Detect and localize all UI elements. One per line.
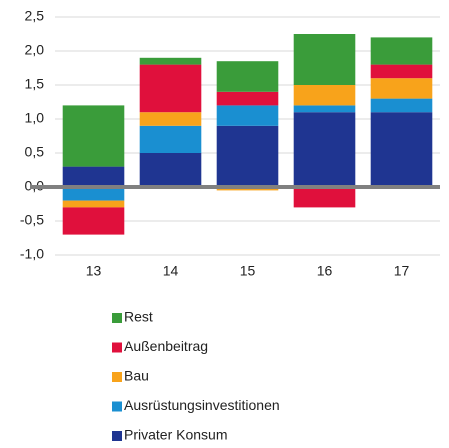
bar-segment bbox=[62, 105, 125, 167]
bar-segment bbox=[216, 105, 279, 126]
bar-segment bbox=[62, 207, 125, 235]
x-tick-label: 14 bbox=[163, 263, 179, 279]
bar-segment bbox=[293, 85, 356, 106]
bar-segment bbox=[370, 98, 433, 113]
legend-swatch bbox=[112, 342, 122, 353]
bar-segment bbox=[139, 64, 202, 113]
legend-label: Ausrüstungsinvestitionen bbox=[124, 397, 280, 413]
y-tick-label: -1,0 bbox=[20, 246, 44, 262]
legend-swatch bbox=[112, 372, 122, 382]
x-tick-label: 17 bbox=[394, 263, 410, 279]
y-tick-label: 1,5 bbox=[25, 76, 45, 92]
x-tick-label: 15 bbox=[240, 263, 256, 279]
legend-label: Privater Konsum bbox=[124, 427, 227, 443]
y-tick-label: 2,0 bbox=[25, 42, 45, 58]
x-tick-label: 13 bbox=[86, 263, 102, 279]
legend-label: Außenbeitrag bbox=[124, 338, 208, 354]
bar-segment bbox=[293, 112, 356, 187]
y-tick-label: 2,5 bbox=[25, 8, 45, 24]
y-tick-label: 0,5 bbox=[25, 144, 45, 160]
bar-segment bbox=[62, 200, 125, 208]
legend-label: Bau bbox=[124, 368, 149, 384]
bar-segment bbox=[139, 112, 202, 126]
bar-segment bbox=[216, 91, 279, 106]
bar-segment bbox=[139, 153, 202, 187]
bar-segment bbox=[216, 125, 279, 187]
bar-segment bbox=[62, 166, 125, 187]
legend-swatch bbox=[112, 431, 122, 441]
bar-segment bbox=[370, 37, 433, 65]
bar-segment bbox=[293, 105, 356, 113]
legend-swatch bbox=[112, 401, 122, 412]
legend-swatch bbox=[112, 313, 122, 323]
x-tick-label: 16 bbox=[317, 263, 333, 279]
bar-segment bbox=[139, 57, 202, 65]
bar-segment bbox=[293, 34, 356, 85]
bar-segment bbox=[139, 125, 202, 153]
y-tick-label: -0,5 bbox=[20, 212, 44, 228]
bar-segment bbox=[370, 112, 433, 187]
bar-segment bbox=[370, 78, 433, 99]
bar-segment bbox=[370, 64, 433, 79]
bar-segment bbox=[62, 187, 125, 201]
bar-segment bbox=[216, 61, 279, 92]
bar-segment bbox=[293, 187, 356, 208]
y-tick-label: 1,0 bbox=[25, 110, 45, 126]
legend-label: Rest bbox=[124, 309, 153, 325]
